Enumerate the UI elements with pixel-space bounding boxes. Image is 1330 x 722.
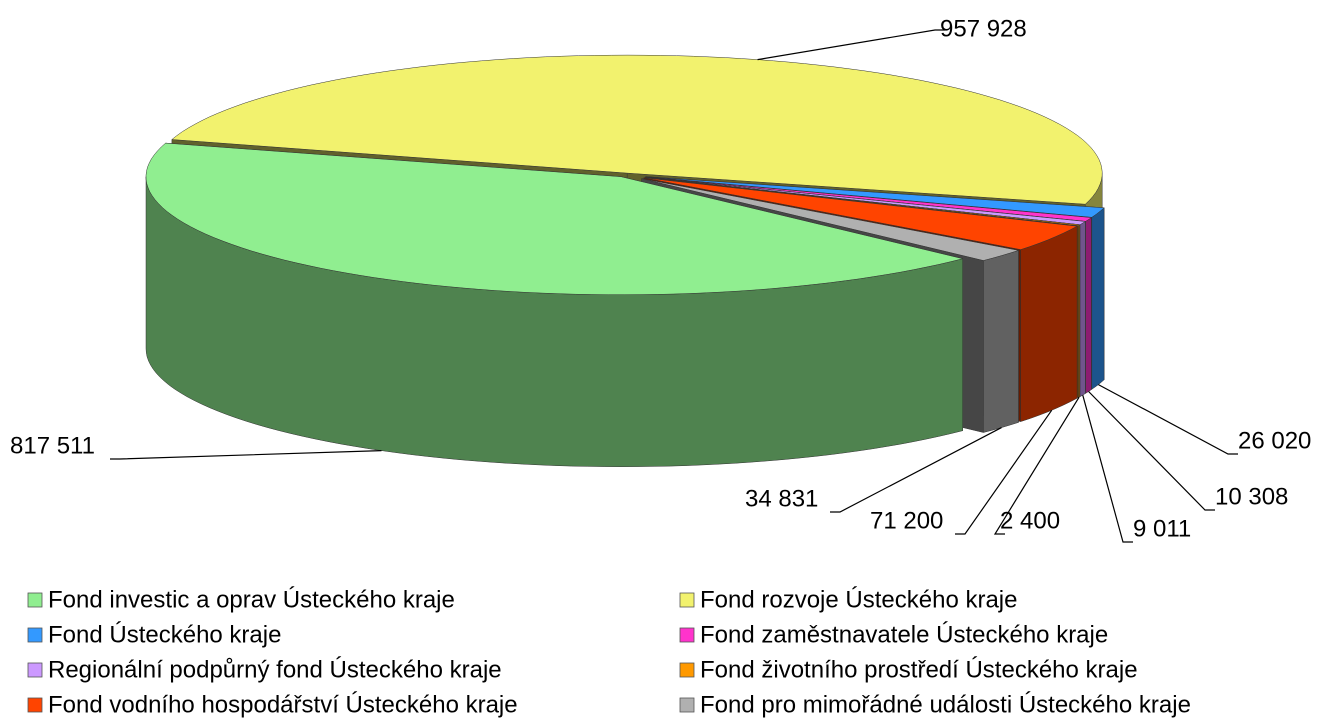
data-label: 817 511: [10, 432, 95, 459]
data-label: 9 011: [1133, 515, 1191, 542]
slice-side: [1078, 224, 1081, 399]
legend-swatch: [679, 662, 695, 678]
legend-swatch: [679, 592, 695, 608]
legend-label: Regionální podpůrný fond Ústeckého kraje: [48, 656, 502, 683]
slice: [645, 176, 1105, 218]
leader-line: [993, 396, 1080, 535]
leader-line: [110, 450, 382, 460]
slice: [145, 142, 963, 295]
legend-swatch: [27, 662, 43, 678]
leader-line: [1082, 394, 1133, 543]
legend-label: Fond Ústeckého kraje: [48, 621, 281, 648]
leader-line: [1088, 391, 1215, 511]
slice: [641, 178, 1019, 261]
leader-line: [955, 409, 1053, 535]
legend-label: Fond zaměstnavatele Ústeckého kraje: [700, 621, 1108, 648]
data-label: 26 020: [1238, 427, 1311, 454]
legend-swatch: [679, 627, 695, 643]
legend-label: Fond rozvoje Ústeckého kraje: [700, 586, 1017, 613]
legend-label: Fond investic a oprav Ústeckého kraje: [48, 586, 455, 613]
slice-side: [1020, 225, 1078, 422]
data-label: 71 200: [870, 507, 943, 534]
legend-swatch: [27, 627, 43, 643]
legend-label: Fond vodního hospodářství Ústeckého kraj…: [48, 691, 518, 718]
slice-side: [1085, 217, 1092, 394]
legend-label: Fond pro mimořádné události Ústeckého kr…: [700, 691, 1191, 718]
data-label: 10 308: [1215, 483, 1288, 510]
slice-side: [1091, 207, 1105, 390]
legend-label: Fond životního prostředí Ústeckého kraje: [700, 656, 1138, 683]
legend-swatch: [679, 697, 695, 713]
slice: [645, 176, 1081, 226]
slice: [643, 177, 1078, 250]
leader-line: [1098, 384, 1238, 455]
data-label: 2 400: [1000, 507, 1060, 534]
legend-swatch: [27, 697, 43, 713]
legend-swatch: [27, 592, 43, 608]
data-label: 957 928: [940, 15, 1027, 42]
leader-line: [830, 427, 1002, 513]
slice-side: [1079, 221, 1086, 398]
data-label: 34 831: [745, 485, 818, 512]
slice-side: [983, 250, 1019, 433]
leader-line: [757, 29, 945, 61]
